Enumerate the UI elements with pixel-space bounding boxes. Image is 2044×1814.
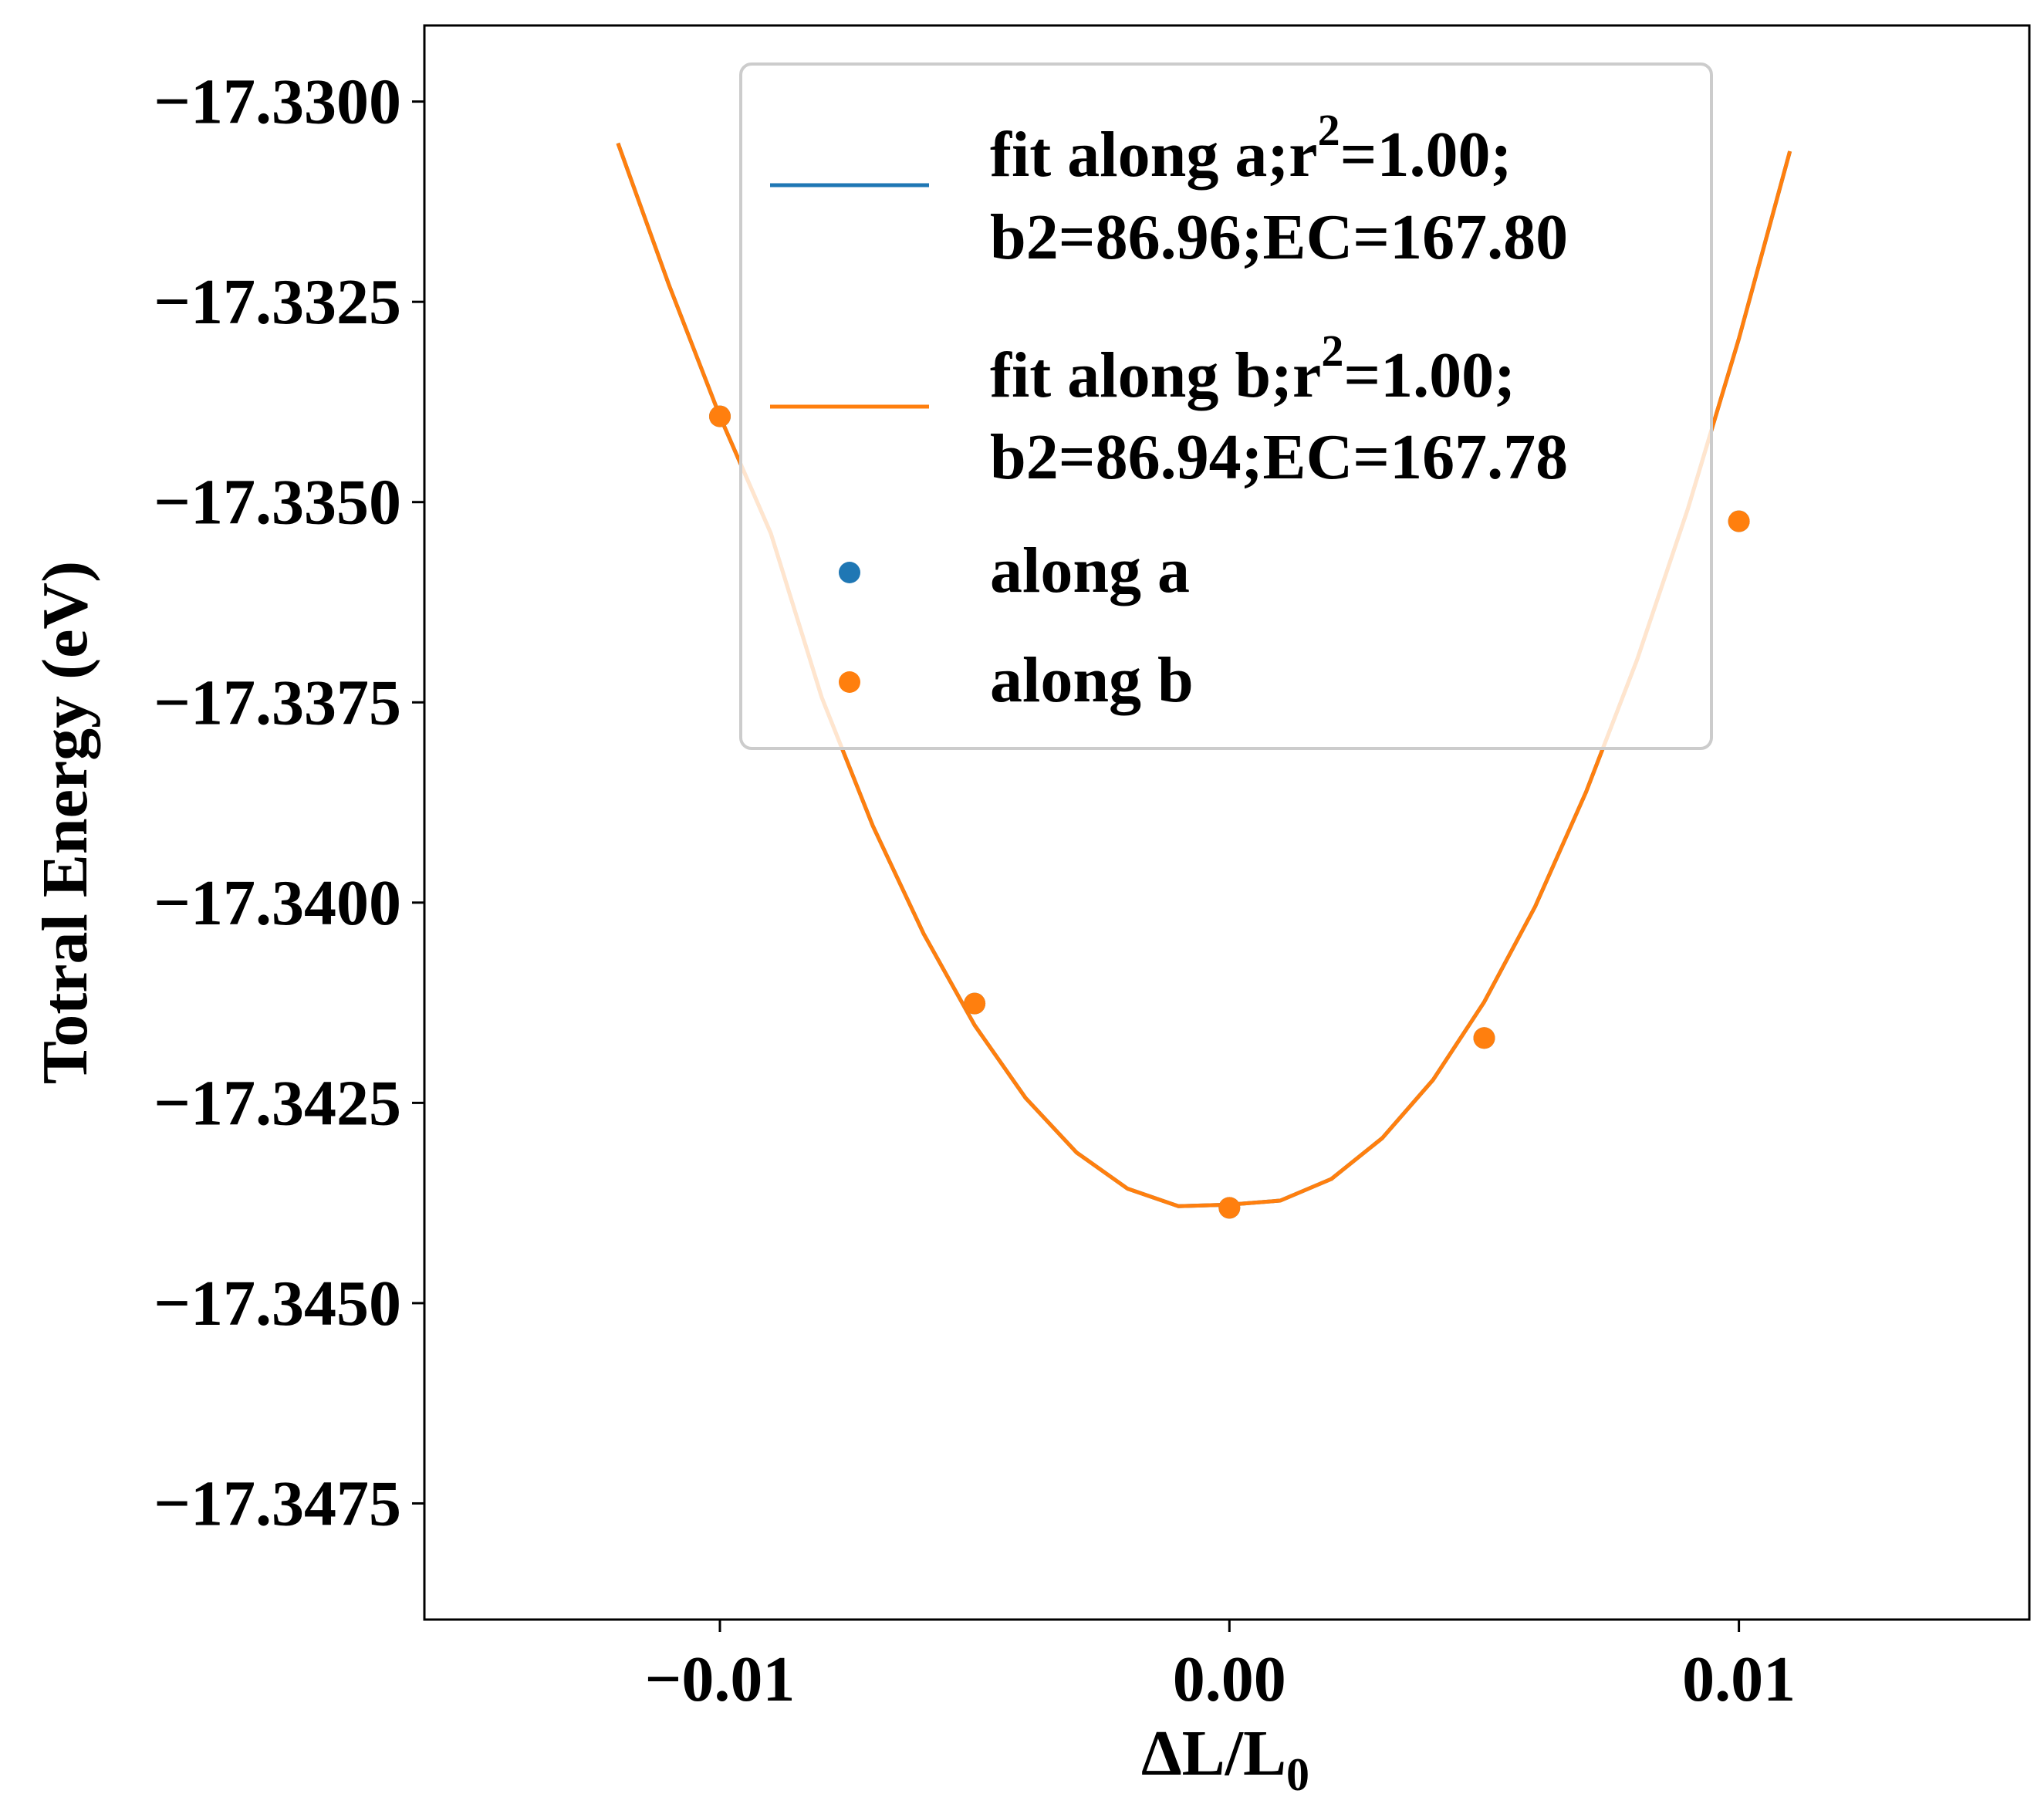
data-point-along-b bbox=[709, 405, 731, 427]
data-point-along-b bbox=[1473, 1027, 1495, 1049]
x-tick-label: 0.01 bbox=[1682, 1643, 1796, 1715]
x-axis-ticks: −0.01 0.00 0.01 bbox=[645, 1620, 1796, 1715]
legend-fit-a-superscript: 2 bbox=[1318, 105, 1340, 155]
legend-fit-a-text-3: b2=86.96;EC=167.80 bbox=[990, 201, 1568, 273]
y-tick-label: −17.3475 bbox=[154, 1468, 401, 1539]
y-tick-label: −17.3325 bbox=[154, 266, 401, 338]
x-tick-label: −0.01 bbox=[645, 1643, 796, 1715]
legend-label-fit-a: fit along a;r2=1.00; b2=86.96;EC=167.80 bbox=[990, 105, 1568, 273]
legend-fit-b-text-1: fit along b;r bbox=[990, 339, 1321, 411]
y-tick-label: −17.3400 bbox=[154, 867, 401, 939]
y-axis-ticks: −17.3300 −17.3325 −17.3350 −17.3375 −17.3400… bbox=[154, 66, 424, 1539]
legend-marker-along-b bbox=[839, 671, 860, 693]
legend-label-along-b: along b bbox=[990, 644, 1194, 716]
axes-frame bbox=[423, 24, 2031, 1621]
legend-fit-b-text-3: b2=86.94;EC=167.78 bbox=[990, 421, 1568, 493]
legend: fit along a;r2=1.00; b2=86.96;EC=167.80 … bbox=[739, 62, 1713, 750]
legend-fit-a-text-2: =1.00; bbox=[1340, 119, 1512, 191]
x-axis-label-main: ΔL/L bbox=[1141, 1718, 1286, 1789]
y-tick-label: −17.3425 bbox=[154, 1067, 401, 1139]
x-axis-label-subscript: 0 bbox=[1286, 1749, 1309, 1800]
legend-fit-a-text-1: fit along a;r bbox=[990, 119, 1318, 191]
legend-label-along-a: along a bbox=[990, 535, 1190, 606]
legend-fit-b-text-2: =1.00; bbox=[1343, 339, 1515, 411]
legend-box bbox=[739, 62, 1713, 750]
y-tick-label: −17.3300 bbox=[154, 66, 401, 138]
data-point-along-b bbox=[1218, 1197, 1241, 1219]
y-axis-label: Totral Energy (eV) bbox=[29, 561, 101, 1084]
x-axis-label: ΔL/L0 bbox=[1141, 1718, 1309, 1800]
legend-label-fit-b: fit along b;r2=1.00; b2=86.94;EC=167.78 bbox=[990, 326, 1568, 493]
legend-fit-b-superscript: 2 bbox=[1321, 326, 1343, 376]
x-tick-label: 0.00 bbox=[1173, 1643, 1286, 1715]
data-point-along-b bbox=[1728, 510, 1750, 532]
y-tick-label: −17.3350 bbox=[154, 467, 401, 539]
legend-marker-along-a bbox=[839, 562, 860, 583]
y-tick-label: −17.3450 bbox=[154, 1268, 401, 1339]
y-tick-label: −17.3375 bbox=[154, 667, 401, 738]
data-point-along-b bbox=[964, 992, 986, 1015]
